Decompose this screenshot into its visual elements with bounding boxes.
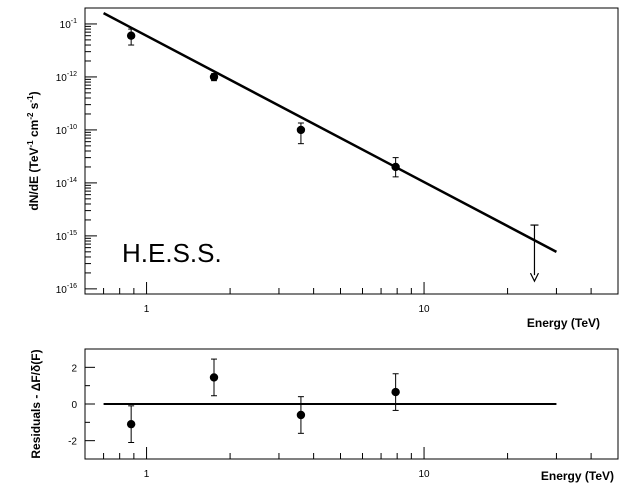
residuals-data-point [296,410,306,420]
spectrum-data-point [296,125,306,135]
spectrum-data-point [209,72,219,82]
spectrum-y-axis-title: dN/dE (TeV-1 cm-2 s-1) [26,91,41,210]
spectrum-y-tick-label: 10-14 [56,177,77,190]
residuals-points [126,358,400,443]
residuals-x-tick-label: 1 [144,469,150,480]
residuals-x-tick-label: 10 [418,469,430,480]
residuals-data-point [391,387,400,397]
spectrum-y-tick-label: 10-16 [56,283,77,296]
spectrum-points [126,28,540,283]
residuals-data-point [209,373,219,382]
upper-limit-arrow-head [529,272,540,283]
residuals-y-axis-title: Residuals - ΔF/δ(F) [29,349,43,458]
residuals-x-ticks: 1 10 [84,447,592,480]
spectrum-data-point [391,162,400,172]
spectrum-y-tick-label: 10-1 [60,18,77,31]
spectrum-y-tick-label: 10-10 [56,124,77,137]
residuals-y-tick-label: 0 [71,400,77,411]
residuals-y-ticks: 2 0 -2 [68,363,95,448]
hess-annotation: H.E.S.S. [122,238,222,268]
spectrum-y-ticks: 10-1 10-12 10-10 10-14 10-15 10-16 [56,18,97,296]
spectrum-fit-line-group [102,12,558,253]
spectrum-x-axis-title: Energy (TeV) [527,316,600,330]
spectrum-y-tick-label: 10-12 [56,71,77,84]
residuals-data-point [126,419,136,429]
spectrum-fit-line [102,12,558,253]
residuals-y-tick-label: -2 [68,437,77,448]
spectrum-x-ticks: 1 10 [84,282,592,315]
spectrum-panel: 10-1 10-12 10-10 10-14 10-15 10-16 1 10 H.E.S.… [26,7,619,330]
spectrum-y-tick-label: 10-15 [56,230,77,243]
spectrum-x-tick-label: 10 [418,304,430,315]
residuals-x-axis-title: Energy (TeV) [541,469,614,483]
spectrum-data-point [126,31,136,40]
residuals-y-tick-label: 2 [71,363,77,374]
residuals-panel: 2 0 -2 1 10 Energy (TeV) Residuals - ΔF/δ(F… [29,348,619,483]
spectrum-x-tick-label: 1 [144,304,150,315]
